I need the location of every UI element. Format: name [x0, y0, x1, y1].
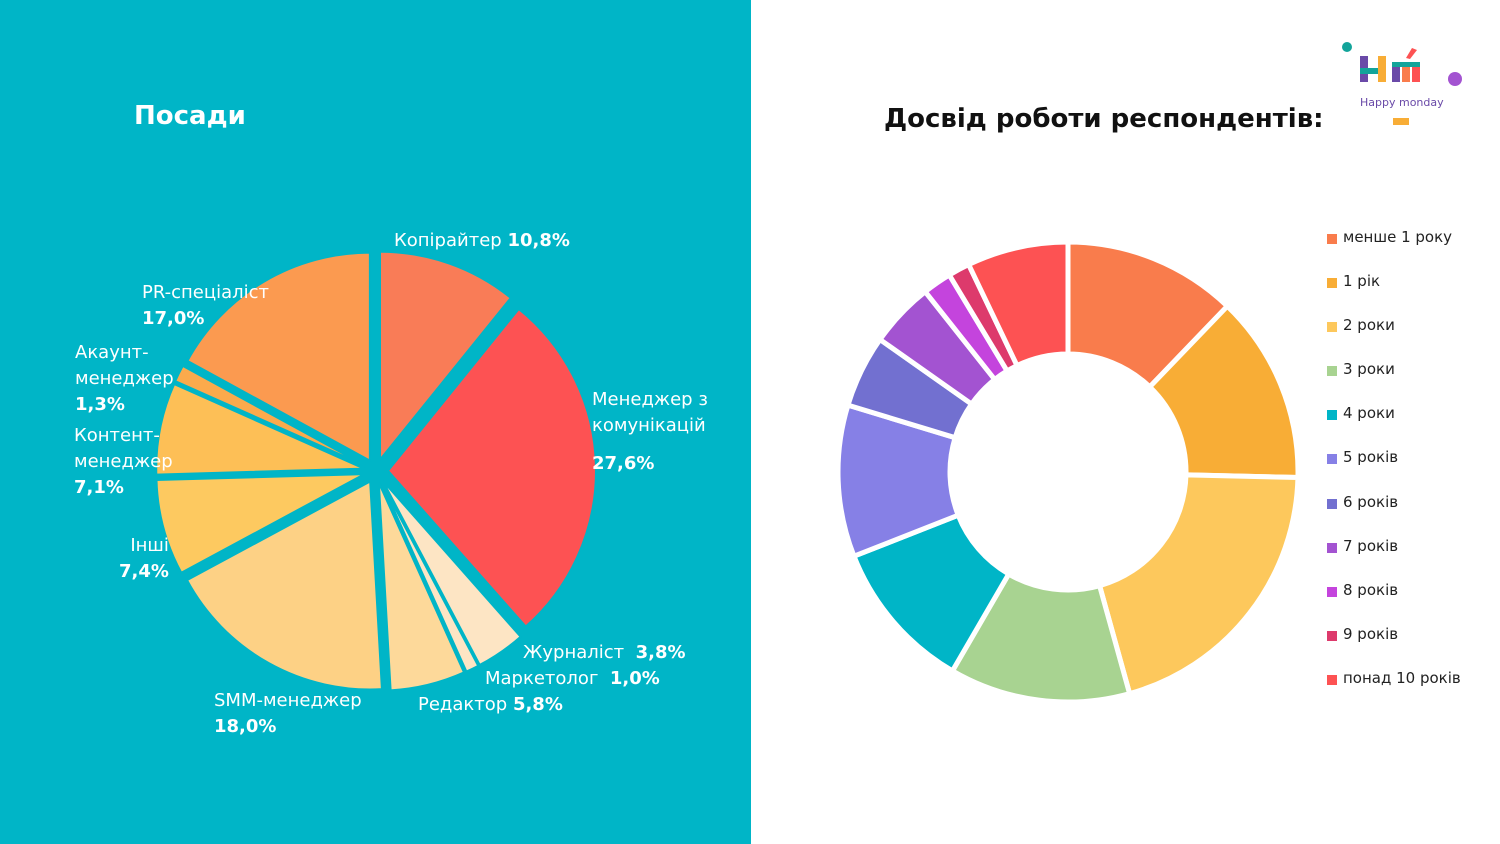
legend-label: 4 роки	[1343, 404, 1395, 423]
pie-label-name: Акаунт-менеджер	[75, 342, 174, 389]
pie-slice-акаунт-менеджер	[173, 364, 366, 467]
pie-label-smm-manager: SMM-менеджер 18,0%	[214, 688, 362, 740]
legend-swatch	[1327, 674, 1337, 685]
pie-label-name: PR-спеціаліст	[142, 282, 270, 303]
pie-label-value: 3,8%	[635, 642, 686, 663]
legend-swatch	[1327, 542, 1337, 553]
pie-label-value: 5,8%	[512, 694, 563, 715]
donut-slice-понад-10-років	[965, 239, 1071, 369]
pie-label-name: Копірайтер	[394, 230, 502, 251]
pie-label-value: 7,1%	[74, 477, 124, 498]
legend-swatch	[1327, 498, 1337, 509]
pie-label-content-manager: Контент-менеджер 7,1%	[74, 423, 173, 501]
legend-label: 7 років	[1343, 536, 1399, 555]
pie-label-name: Інші	[130, 535, 169, 556]
pie-label-name: Журналіст	[523, 642, 625, 663]
legend-label: 2 роки	[1343, 316, 1395, 335]
pie-label-pr-specialist: PR-спеціаліст 17,0%	[142, 280, 269, 332]
pie-label-value: 10,8%	[507, 230, 570, 251]
legend-label: менше 1 року	[1343, 228, 1453, 246]
donut-slice-2-роки	[1096, 472, 1301, 697]
pie-slice-копірайтер	[379, 250, 513, 463]
pie-slice-контент-менеджер	[155, 382, 365, 476]
pie-label-journalist: Журналіст 3,8%	[523, 640, 686, 666]
pie-slice-pr-спеціаліст	[186, 251, 371, 463]
pie-label-value: 17,0%	[142, 308, 205, 329]
pie-label-copywriter: Копірайтер 10,8%	[394, 228, 570, 254]
positions-chart-title: Посади	[134, 101, 246, 131]
pie-label-name: Редактор	[418, 694, 508, 715]
experience-chart-title: Досвід роботи респондентів:	[884, 104, 1324, 134]
pie-label-editor: Редактор 5,8%	[418, 692, 563, 718]
pie-slice-інші	[155, 473, 365, 575]
legend-label: 3 роки	[1343, 360, 1395, 379]
positions-pie-chart	[155, 250, 597, 692]
legend-swatch	[1327, 366, 1337, 377]
pie-label-value: 18,0%	[214, 716, 277, 737]
pie-label-marketer: Маркетолог 1,0%	[485, 666, 660, 692]
pie-slice-smm-менеджер	[185, 479, 383, 691]
legend-swatch	[1327, 586, 1337, 597]
legend-swatch	[1327, 278, 1337, 289]
legend-label: 5 років	[1343, 448, 1399, 467]
happy-monday-logo	[1342, 42, 1462, 125]
pie-slice-редактор	[377, 482, 466, 692]
legend-swatch	[1327, 322, 1337, 333]
pie-label-comms-manager: Менеджер з комунікацій 27,6%	[592, 387, 732, 477]
pie-label-name: SMM-менеджер	[214, 690, 362, 711]
legend-swatch	[1327, 410, 1337, 421]
pie-label-name: Маркетолог	[485, 668, 599, 689]
logo-tagline: Happy monday	[1360, 96, 1444, 109]
donut-slice-1-рік	[1146, 302, 1301, 481]
pie-label-name: Менеджер з комунікацій	[592, 389, 708, 436]
experience-donut-chart	[835, 239, 1301, 705]
legend-label: 8 років	[1343, 580, 1399, 599]
pie-label-value: 7,4%	[119, 561, 169, 582]
legend-swatch	[1327, 454, 1337, 465]
pie-label-value: 1,0%	[609, 668, 660, 689]
left-panel	[0, 0, 751, 844]
pie-label-value: 27,6%	[592, 453, 655, 474]
pie-label-value: 1,3%	[75, 394, 125, 415]
legend-swatch	[1327, 630, 1337, 641]
pie-slice-менеджер-з-комунікацій	[386, 307, 597, 628]
legend-label: 6 років	[1343, 492, 1399, 511]
legend-swatch	[1327, 234, 1337, 244]
pie-label-others: Інші 7,4%	[119, 533, 169, 585]
legend-label: понад 10 років	[1343, 668, 1461, 687]
pie-label-name: Контент-менеджер	[74, 425, 173, 472]
pie-slice-журналіст	[381, 480, 523, 667]
legend-label: 9 років	[1343, 624, 1399, 643]
pie-label-account-manager: Акаунт-менеджер 1,3%	[75, 340, 174, 418]
pie-slice-маркетолог	[380, 481, 480, 673]
legend-label: 1 рік	[1343, 272, 1381, 291]
